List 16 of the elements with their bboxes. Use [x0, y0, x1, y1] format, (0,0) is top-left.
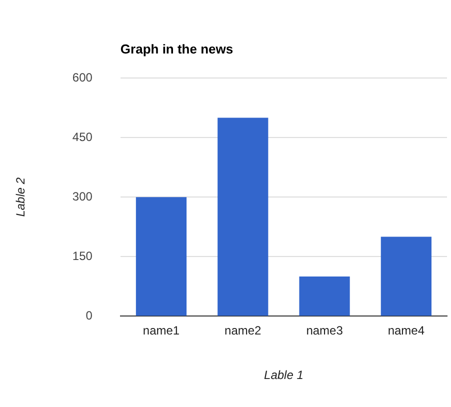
- y-tick-label: 150: [72, 248, 93, 263]
- x-tick-label: name2: [224, 324, 262, 338]
- y-axis-title: Lable 2: [14, 177, 28, 217]
- bar: [218, 118, 268, 316]
- x-tick-label: name3: [306, 324, 344, 338]
- x-axis-title: Lable 1: [264, 368, 304, 382]
- y-tick-label: 300: [72, 189, 93, 204]
- bar: [380, 236, 432, 316]
- y-tick-label: 0: [86, 308, 93, 323]
- bar: [299, 276, 350, 316]
- x-tick-label: name1: [142, 324, 180, 338]
- chart-title: Graph in the news: [120, 42, 234, 57]
- bar: [136, 197, 187, 316]
- y-tick-label: 450: [72, 130, 93, 144]
- y-tick-label: 600: [72, 70, 93, 84]
- x-tick-label: name4: [388, 324, 425, 338]
